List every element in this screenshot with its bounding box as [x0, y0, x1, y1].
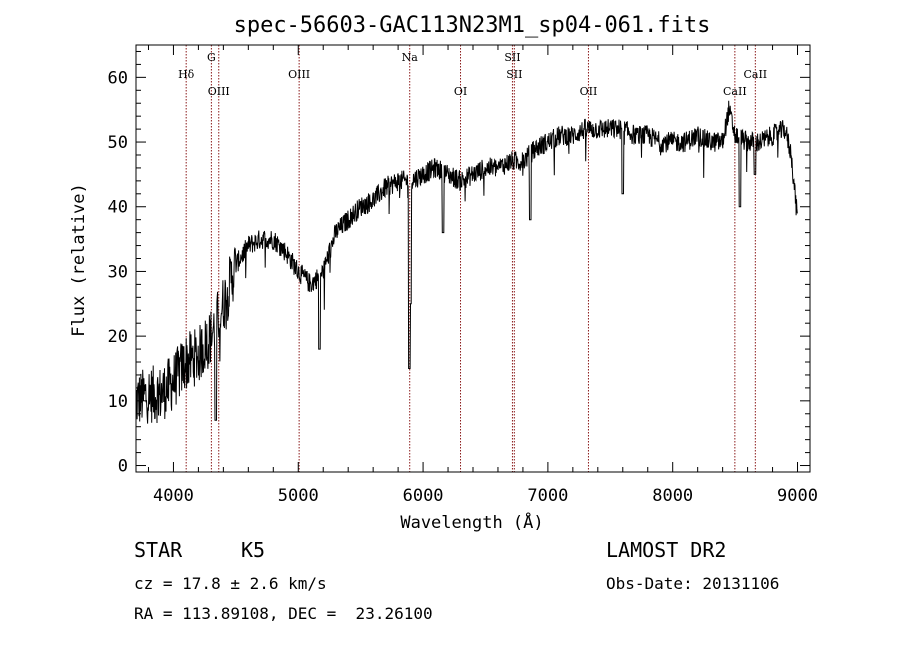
x-tick-label: 7000 [527, 486, 568, 506]
y-tick-label: 10 [108, 392, 128, 412]
x-tick-label: 9000 [777, 486, 818, 506]
y-tick-label: 60 [108, 68, 128, 88]
y-tick-label: 40 [108, 198, 128, 218]
x-tick-label: 4000 [153, 486, 194, 506]
line-marker-labels: Hδ G OIII OIII Na OI SII SII OII CaII CaII [178, 51, 767, 98]
spectrum-line [135, 100, 798, 424]
observation-date: Obs-Date: 20131106 [606, 574, 780, 593]
y-tick-label: 20 [108, 327, 128, 347]
line-marker-label: CaII [743, 68, 767, 81]
line-marker-label: OI [454, 85, 467, 98]
x-tick-label: 8000 [652, 486, 693, 506]
object-class: STAR [134, 538, 183, 562]
line-marker-label: G [207, 51, 216, 64]
y-tick-label: 0 [118, 457, 128, 477]
line-marker-label: OIII [288, 68, 310, 81]
chart-title: spec-56603-GAC113N23M1_sp04-061.fits [234, 13, 711, 38]
line-marker-label: Na [402, 51, 419, 64]
y-tick-label: 30 [108, 262, 128, 282]
y-tick-label: 50 [108, 133, 128, 153]
line-markers [185, 45, 756, 472]
line-marker-label: OIII [208, 85, 230, 98]
x-axis-label: Wavelength (Å) [400, 511, 543, 533]
line-marker-label: Hδ [178, 68, 195, 81]
line-marker-label: OII [580, 85, 598, 98]
redshift-velocity: cz = 17.8 ± 2.6 km/s [134, 574, 327, 593]
survey-name: LAMOST DR2 [606, 538, 727, 562]
ra-dec-coordinates: RA = 113.89108, DEC = 23.26100 [134, 604, 433, 623]
line-marker-label: SII [504, 51, 520, 64]
x-axis-ticks: 4000 5000 6000 7000 8000 9000 [147, 45, 818, 506]
y-axis-label: Flux (relative) [69, 183, 89, 337]
line-marker-label: SII [506, 68, 522, 81]
x-tick-label: 5000 [278, 486, 319, 506]
line-marker-label: CaII [723, 85, 747, 98]
y-axis-ticks: 0 10 20 30 40 50 60 [108, 50, 810, 477]
x-tick-label: 6000 [403, 486, 444, 506]
object-subclass: K5 [241, 538, 266, 562]
